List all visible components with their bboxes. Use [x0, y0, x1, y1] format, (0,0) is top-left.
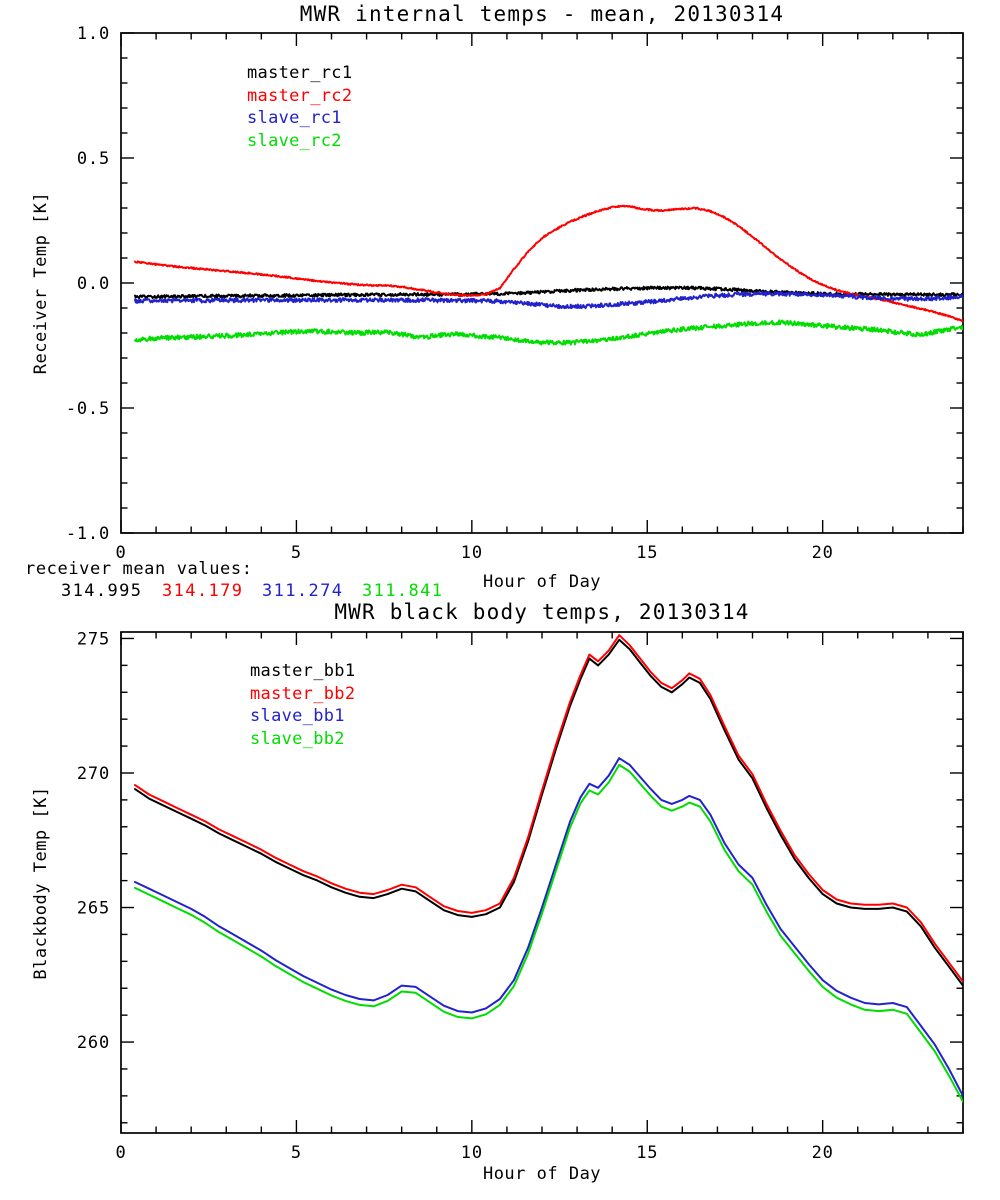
axis-ticks: [120, 632, 964, 1133]
series-line-master_rc2: [134, 204, 963, 323]
receiver-x-axis-label: Hour of Day: [482, 572, 602, 592]
x-tick-label: 15: [636, 543, 658, 563]
blackbody-x-axis-label: Hour of Day: [482, 1164, 602, 1184]
y-tick-label: -1.0: [66, 524, 110, 544]
legend-item-master-bb1: master_bb1: [250, 661, 356, 681]
axis-ticks: [120, 32, 964, 534]
series-line-master_rc1: [134, 285, 963, 300]
legend-item-master-bb2: master_bb2: [250, 683, 356, 704]
series-group: [134, 634, 963, 1103]
x-tick-label: 5: [291, 543, 302, 563]
blackbody-chart-legend: master_bb1 master_bb2 slave_bb1 slave_bb…: [250, 660, 355, 750]
y-tick-label: 1.0: [77, 24, 110, 44]
legend-item-slave-bb1: slave_bb1: [250, 706, 345, 726]
y-tick-label: 275: [77, 629, 110, 649]
tick-labels: 0 5 10 15 20 -1.0 -0.5 0.0 0.5 1.0: [66, 24, 834, 563]
mean-value-slave-rc2: 311.841: [362, 581, 444, 601]
y-tick-label: 265: [77, 899, 110, 919]
x-tick-label: 0: [115, 1143, 126, 1163]
receiver-chart-title: MWR internal temps - mean, 20130314: [299, 2, 785, 26]
series-line-master_bb1: [134, 638, 963, 987]
plot-frame: [120, 631, 964, 1134]
x-tick-label: 5: [291, 1143, 302, 1163]
y-tick-label: 0.0: [77, 274, 110, 294]
series-line-slave_bb2: [134, 763, 963, 1103]
tick-labels: 0 5 10 15 20 260 265 270 275: [77, 629, 834, 1163]
blackbody-temp-plot: 0 5 10 15 20 260 265 270 275: [77, 629, 964, 1163]
series-line-slave_bb1: [134, 757, 963, 1097]
receiver-temp-plot: 0 5 10 15 20 -1.0 -0.5 0.0 0.5 1.0: [66, 24, 964, 563]
series-line-master_bb2: [134, 634, 963, 983]
x-tick-label: 15: [636, 1143, 658, 1163]
y-tick-label: -0.5: [66, 399, 110, 419]
x-tick-label: 10: [461, 543, 483, 563]
x-tick-label: 20: [812, 1143, 834, 1163]
y-tick-label: 270: [77, 764, 110, 784]
x-tick-label: 10: [461, 1143, 483, 1163]
series-line-slave_rc1: [134, 290, 963, 310]
mean-value-slave-rc1: 311.274: [262, 581, 344, 601]
legend-item-master-rc2: master_rc2: [247, 85, 353, 106]
legend-item-slave-rc2: slave_rc2: [247, 130, 342, 151]
series-group: [134, 204, 963, 346]
blackbody-chart-title: MWR black body temps, 20130314: [334, 600, 750, 624]
mean-value-master-rc2: 314.179: [162, 581, 244, 601]
receiver-mean-values-label: receiver mean values:: [25, 559, 253, 579]
x-tick-label: 0: [115, 543, 126, 563]
legend-item-slave-bb2: slave_bb2: [250, 728, 345, 749]
y-tick-label: 0.5: [77, 149, 110, 169]
receiver-mean-values-row: 314.995 314.179 311.274 311.841: [0, 581, 1000, 601]
y-tick-label: 260: [77, 1033, 110, 1053]
receiver-chart-legend: master_rc1 master_rc2 slave_rc1 slave_rc…: [247, 62, 352, 152]
x-tick-label: 20: [812, 543, 834, 563]
legend-item-slave-rc1: slave_rc1: [247, 108, 342, 128]
mean-value-master-rc1: 314.995: [61, 581, 143, 601]
legend-item-master-rc1: master_rc1: [247, 63, 353, 83]
series-line-slave_rc2: [134, 319, 963, 346]
